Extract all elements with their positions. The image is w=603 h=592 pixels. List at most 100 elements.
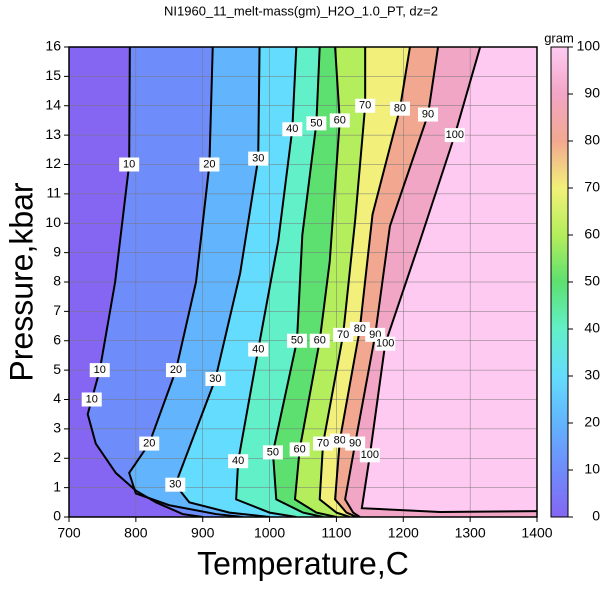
colorbar-tick-label: 0 bbox=[592, 508, 600, 524]
contour-label: 10 bbox=[123, 158, 135, 170]
contour-label: 60 bbox=[294, 443, 306, 455]
x-tick-label: 900 bbox=[191, 525, 215, 541]
contour-line bbox=[174, 47, 270, 517]
contour-label-bg bbox=[375, 336, 396, 351]
y-tick-label: 12 bbox=[45, 155, 61, 171]
colorbar-tick-label: 80 bbox=[584, 132, 600, 148]
contour-line bbox=[334, 47, 411, 517]
colorbar bbox=[550, 46, 569, 518]
y-tick-label: 14 bbox=[45, 96, 61, 112]
y-tick-label: 7 bbox=[53, 302, 61, 318]
colorbar-tick-label: 50 bbox=[584, 273, 600, 289]
contour-label-bg bbox=[248, 342, 269, 357]
contour-line bbox=[271, 47, 324, 517]
y-tick-label: 8 bbox=[53, 273, 61, 289]
contour-label: 50 bbox=[267, 446, 279, 458]
contour-line bbox=[235, 47, 298, 517]
x-tick-label: 1300 bbox=[455, 525, 486, 541]
contour-label: 70 bbox=[317, 437, 329, 449]
contour-label-bg bbox=[165, 363, 186, 378]
x-tick-label: 1400 bbox=[521, 525, 552, 541]
contour-label: 60 bbox=[314, 335, 326, 347]
y-tick-label: 2 bbox=[53, 449, 61, 465]
contour-label: 100 bbox=[376, 338, 394, 350]
contour-label-bg bbox=[205, 371, 226, 386]
contour-line bbox=[360, 47, 537, 514]
contour-label-bg bbox=[329, 433, 350, 448]
colorbar-tick-label: 60 bbox=[584, 226, 600, 242]
contour-label-bg bbox=[359, 448, 380, 463]
overlay: 700 800 900 1000 1100 1200 1300 140001234567891… bbox=[45, 38, 600, 541]
contour-label: 90 bbox=[422, 108, 434, 120]
y-tick-label: 0 bbox=[53, 508, 61, 524]
contour-band bbox=[361, 47, 537, 513]
contour-label: 20 bbox=[170, 364, 182, 376]
contour-label: 20 bbox=[143, 437, 155, 449]
contour-label-bg bbox=[444, 128, 465, 143]
y-tick-label: 6 bbox=[53, 331, 61, 347]
contour-label-bg bbox=[333, 327, 354, 342]
contour-label: 10 bbox=[86, 393, 98, 405]
colorbar-tick-label: 40 bbox=[584, 320, 600, 336]
contour-label-bg bbox=[418, 107, 439, 122]
contour-label-bg bbox=[329, 113, 350, 128]
contour-label: 50 bbox=[310, 117, 322, 129]
x-tick-label: 1000 bbox=[254, 525, 285, 541]
y-tick-label: 9 bbox=[53, 243, 61, 259]
contour-line bbox=[128, 47, 243, 517]
colorbar-tick-label: 10 bbox=[584, 461, 600, 477]
contour-label-bg bbox=[139, 436, 160, 451]
contour-label-bg bbox=[309, 333, 330, 348]
contour-label-bg bbox=[355, 98, 376, 113]
x-tick-label: 800 bbox=[124, 525, 148, 541]
contour-label-bg bbox=[306, 116, 327, 131]
colorbar-label: gram bbox=[544, 30, 574, 45]
y-axis-label: Pressure,kbar bbox=[3, 182, 39, 382]
contour-label-bg bbox=[199, 157, 220, 172]
x-tick-label: 1100 bbox=[321, 525, 351, 541]
contour-label: 40 bbox=[286, 123, 298, 135]
contour-label: 100 bbox=[446, 129, 464, 141]
x-tick-label: 1200 bbox=[388, 525, 419, 541]
chart-title: NI1960_11_melt-mass(gm)_H2O_1.0_PT, dz=2 bbox=[164, 3, 438, 18]
colorbar-tick-label: 90 bbox=[584, 85, 600, 101]
contour-label: 30 bbox=[209, 373, 221, 385]
contour-label: 30 bbox=[252, 153, 264, 165]
contour-label: 30 bbox=[169, 479, 181, 491]
y-tick-label: 15 bbox=[45, 67, 61, 83]
contour-line bbox=[293, 47, 341, 517]
contour-label: 90 bbox=[349, 437, 361, 449]
contour-label-bg bbox=[119, 157, 140, 172]
y-tick-label: 5 bbox=[53, 361, 61, 377]
contour-label: 70 bbox=[359, 100, 371, 112]
colorbar-tick-label: 20 bbox=[584, 414, 600, 430]
contour-label: 40 bbox=[252, 343, 264, 355]
colorbar-tick-label: 30 bbox=[584, 367, 600, 383]
contour-label: 100 bbox=[361, 449, 379, 461]
contour-label-bg bbox=[289, 442, 310, 457]
contour-label: 40 bbox=[232, 455, 244, 467]
contour-label-bg bbox=[286, 333, 307, 348]
colorbar-tick-label: 70 bbox=[584, 179, 600, 195]
contour-label-bg bbox=[228, 454, 249, 469]
contour-line bbox=[344, 47, 440, 517]
contour-label-bg bbox=[282, 122, 303, 137]
contour-label-bg bbox=[389, 101, 410, 116]
plot-area: 10 10 10 20 20 20 30 30 30 40 40 40 50 50 50 60 60 60 70 70… bbox=[69, 47, 537, 517]
y-tick-label: 1 bbox=[53, 478, 61, 494]
contour-label: 70 bbox=[337, 329, 349, 341]
contour-label-bg bbox=[262, 445, 283, 460]
contour-label-bg bbox=[313, 436, 334, 451]
contour-line bbox=[86, 47, 203, 517]
y-tick-label: 4 bbox=[53, 390, 61, 406]
y-tick-label: 11 bbox=[46, 185, 61, 201]
contour-label: 10 bbox=[94, 364, 106, 376]
contour-label-bg bbox=[248, 151, 269, 166]
contour-label-bg bbox=[165, 477, 186, 492]
contour-label-bg bbox=[89, 363, 110, 378]
contour-line bbox=[318, 47, 367, 517]
contour-label-bg bbox=[81, 392, 102, 407]
contour-label: 20 bbox=[203, 158, 215, 170]
x-axis-label: Temperature,C bbox=[197, 545, 409, 581]
